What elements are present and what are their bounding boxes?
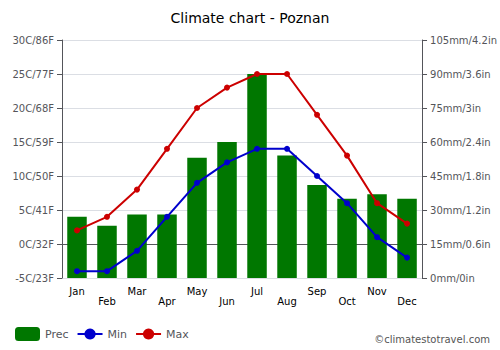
svg-text:Jul: Jul [250, 286, 263, 297]
svg-text:15mm/0.6in: 15mm/0.6in [430, 239, 491, 250]
svg-text:25C/77F: 25C/77F [12, 69, 54, 80]
svg-text:0mm/0in: 0mm/0in [430, 273, 475, 284]
svg-text:Feb: Feb [98, 296, 116, 307]
svg-text:Min: Min [108, 328, 128, 341]
svg-text:75mm/3in: 75mm/3in [430, 103, 481, 114]
svg-text:15C/59F: 15C/59F [12, 137, 54, 148]
svg-text:30C/86F: 30C/86F [12, 35, 54, 46]
svg-text:©climatestotravel.com: ©climatestotravel.com [374, 334, 490, 345]
svg-text:30mm/1.2in: 30mm/1.2in [430, 205, 491, 216]
svg-text:Apr: Apr [158, 296, 176, 307]
svg-text:Max: Max [166, 328, 189, 341]
svg-text:Mar: Mar [128, 286, 148, 297]
svg-text:Climate chart - Poznan: Climate chart - Poznan [171, 10, 330, 26]
svg-text:Sep: Sep [308, 286, 327, 297]
svg-text:Prec: Prec [45, 328, 69, 341]
svg-text:10C/50F: 10C/50F [12, 171, 54, 182]
svg-text:5C/41F: 5C/41F [19, 205, 54, 216]
svg-text:0C/32F: 0C/32F [19, 239, 54, 250]
svg-text:Nov: Nov [367, 286, 387, 297]
svg-text:May: May [187, 286, 208, 297]
svg-text:Jun: Jun [218, 296, 235, 307]
svg-text:60mm/2.4in: 60mm/2.4in [430, 137, 491, 148]
svg-text:Oct: Oct [338, 296, 355, 307]
svg-text:Aug: Aug [277, 296, 297, 307]
svg-text:Dec: Dec [397, 296, 416, 307]
svg-text:45mm/1.8in: 45mm/1.8in [430, 171, 491, 182]
svg-text:20C/68F: 20C/68F [12, 103, 54, 114]
svg-text:105mm/4.2in: 105mm/4.2in [430, 35, 497, 46]
svg-text:90mm/3.6in: 90mm/3.6in [430, 69, 491, 80]
svg-text:-5C/23F: -5C/23F [15, 273, 54, 284]
svg-text:Jan: Jan [68, 286, 84, 297]
